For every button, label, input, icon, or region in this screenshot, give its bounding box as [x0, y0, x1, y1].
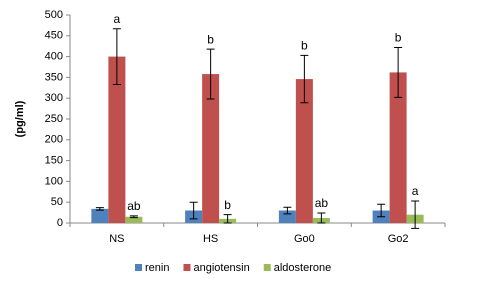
error-bar	[95, 207, 104, 211]
y-tick-label: 350	[45, 71, 63, 83]
significance-letter: ab	[127, 199, 141, 213]
error-bar	[377, 203, 386, 218]
significance-letter: b	[301, 39, 308, 53]
bar	[125, 216, 143, 223]
error-bar	[394, 46, 403, 98]
x-tick-label: Go0	[294, 233, 315, 245]
y-tick-label: 500	[45, 9, 63, 21]
legend-label: aldosterone	[274, 262, 332, 274]
y-tick-label: 150	[45, 155, 63, 167]
legend-swatch	[183, 264, 191, 271]
significance-letter: b	[207, 32, 214, 46]
bar	[389, 72, 407, 224]
bar	[202, 74, 220, 224]
error-bar	[112, 28, 121, 85]
error-bar	[223, 214, 232, 224]
error-bar	[317, 212, 326, 224]
y-tick-label: 50	[51, 196, 63, 208]
bar	[278, 210, 296, 223]
error-bar	[206, 48, 215, 100]
significance-letter: ab	[315, 196, 329, 210]
y-tick-label: 300	[45, 92, 63, 104]
legend-label: renin	[145, 262, 169, 274]
y-tick-label: 0	[57, 217, 63, 229]
y-tick-label: 250	[45, 113, 63, 125]
y-tick-label: 200	[45, 134, 63, 146]
bar	[108, 56, 126, 223]
significance-letter: b	[224, 198, 231, 212]
bar	[91, 208, 109, 223]
error-bar	[411, 200, 420, 229]
y-tick-label: 450	[45, 30, 63, 42]
error-bar	[300, 54, 309, 104]
y-axis-label: (pg/ml)	[14, 100, 26, 137]
bar	[295, 79, 313, 224]
error-bar	[189, 201, 198, 220]
x-tick-label: NS	[109, 233, 124, 245]
legend-swatch	[135, 264, 142, 271]
significance-letter: a	[412, 184, 419, 198]
error-bar	[283, 206, 292, 215]
y-tick-label: 400	[45, 51, 63, 63]
legend-label: angiotensin	[193, 262, 249, 274]
significance-letter: a	[114, 12, 121, 26]
x-tick-label: Go2	[388, 233, 409, 245]
significance-letter: b	[395, 31, 402, 45]
error-bar	[129, 215, 138, 219]
x-tick-label: HS	[203, 233, 218, 245]
legend-swatch	[263, 264, 271, 271]
y-tick-label: 100	[45, 175, 63, 187]
